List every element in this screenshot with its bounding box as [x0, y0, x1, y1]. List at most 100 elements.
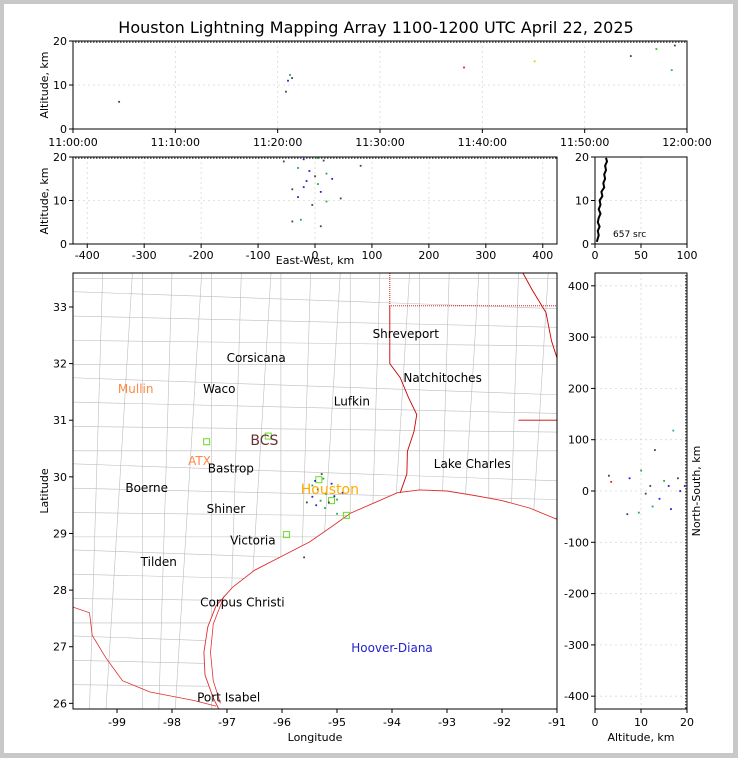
map-source-point	[341, 491, 344, 494]
ew-top-fringe	[114, 157, 116, 159]
ew-top-fringe	[192, 157, 194, 159]
ew-top-fringe	[150, 157, 152, 159]
ew-top-fringe	[363, 157, 365, 159]
time-top-fringe	[333, 41, 335, 43]
ew-top-fringe	[438, 157, 440, 159]
map-source-point	[322, 477, 325, 480]
time-top-fringe	[534, 41, 536, 43]
ns-right-fringe	[685, 413, 687, 415]
ns-source-point	[667, 485, 670, 487]
ns-x-tick-label: 10	[634, 716, 648, 729]
ns-right-fringe	[685, 443, 687, 445]
map-source-point	[327, 501, 330, 504]
ew-top-fringe	[132, 157, 134, 159]
county-line	[73, 340, 557, 347]
time-top-fringe	[186, 41, 188, 43]
hist-x-tick-label: 50	[634, 249, 648, 262]
time-top-fringe	[390, 41, 392, 43]
ew-top-fringe	[504, 157, 506, 159]
figure-canvas: Houston Lightning Mapping Array 1100-120…	[38, 18, 712, 744]
map-source-point	[311, 495, 314, 498]
time-top-fringe	[453, 41, 455, 43]
ew-source-point	[319, 191, 322, 193]
ns-right-fringe	[685, 395, 687, 397]
ew-top-fringe	[405, 157, 407, 159]
time-top-fringe	[540, 41, 542, 43]
ns-right-fringe	[685, 341, 687, 343]
ew-top-fringe	[420, 157, 422, 159]
ew-top-fringe	[294, 157, 296, 159]
ew-source-point	[325, 172, 328, 175]
ew-top-fringe	[546, 157, 548, 159]
ns-right-fringe	[685, 539, 687, 541]
map-source-point	[333, 495, 336, 498]
ns-right-fringe	[685, 473, 687, 475]
time-top-fringe	[210, 41, 212, 43]
time-top-fringe	[483, 41, 485, 43]
ew-top-fringe	[111, 157, 113, 159]
ns-source-point	[626, 513, 629, 516]
time-top-fringe	[345, 41, 347, 43]
ew-x-tick-label: 0	[312, 249, 319, 262]
ns-right-fringe	[685, 560, 687, 562]
time-top-fringe	[249, 41, 251, 43]
ns-right-fringe	[685, 293, 687, 295]
time-top-fringe	[684, 41, 686, 43]
time-top-fringe	[399, 41, 401, 43]
map-source-point	[336, 512, 338, 515]
ns-right-fringe	[685, 488, 687, 490]
ew-top-fringe	[300, 157, 302, 159]
time-top-fringe	[183, 41, 185, 43]
time-top-fringe	[324, 41, 326, 43]
ew-source-point	[325, 200, 328, 203]
ew-top-fringe	[510, 157, 512, 159]
ew-top-fringe	[348, 157, 350, 159]
ew-top-fringe	[555, 157, 557, 159]
lma-station-marker	[328, 497, 335, 505]
ns-right-fringe	[685, 353, 687, 355]
ns-right-fringe	[685, 377, 687, 379]
rio-grande-border	[73, 606, 217, 707]
city-label: Lufkin	[334, 395, 370, 409]
time-top-fringe	[153, 41, 155, 43]
ew-source-point	[322, 159, 325, 162]
ew-top-fringe	[525, 157, 527, 159]
time-top-fringe	[144, 41, 146, 43]
ns-right-fringe	[685, 329, 687, 331]
city-label: Corsicana	[227, 351, 286, 365]
time-top-fringe	[459, 41, 461, 43]
time-top-fringe	[447, 41, 449, 43]
time-top-fringe	[381, 41, 383, 43]
ew-y-axis-label: Altitude, km	[38, 167, 51, 234]
time-top-fringe	[192, 41, 194, 43]
time-top-fringe	[207, 41, 209, 43]
ns-right-fringe	[685, 533, 687, 535]
ew-top-fringe	[120, 157, 122, 159]
ns-y-tick-label: 0	[582, 485, 589, 498]
ew-y-tick-label: 20	[53, 151, 67, 164]
ew-top-fringe	[513, 157, 515, 159]
ns-right-fringe	[685, 374, 687, 376]
ns-right-fringe	[685, 497, 687, 499]
map-source-point	[311, 484, 314, 487]
ew-top-fringe	[126, 157, 128, 159]
time-top-fringe	[669, 41, 671, 43]
ew-top-fringe	[543, 157, 545, 159]
time-top-fringe	[597, 41, 599, 43]
time-x-tick-label: 11:20:00	[253, 136, 302, 149]
time-top-fringe	[636, 41, 638, 43]
ns-right-fringe	[685, 578, 687, 580]
ew-y-tick-label: 10	[53, 195, 67, 208]
ns-y-axis-label: North-South, km	[690, 446, 703, 537]
ns-right-fringe	[685, 323, 687, 325]
county-line	[73, 315, 557, 328]
time-top-fringe	[600, 41, 602, 43]
ew-top-fringe	[138, 157, 140, 159]
time-top-fringe	[132, 41, 134, 43]
time-top-fringe	[516, 41, 518, 43]
time-top-fringe	[297, 41, 299, 43]
ew-top-fringe	[285, 157, 287, 159]
ns-right-fringe	[685, 551, 687, 553]
ew-top-fringe	[330, 157, 332, 159]
ns-y-tick-label: -300	[564, 639, 589, 652]
